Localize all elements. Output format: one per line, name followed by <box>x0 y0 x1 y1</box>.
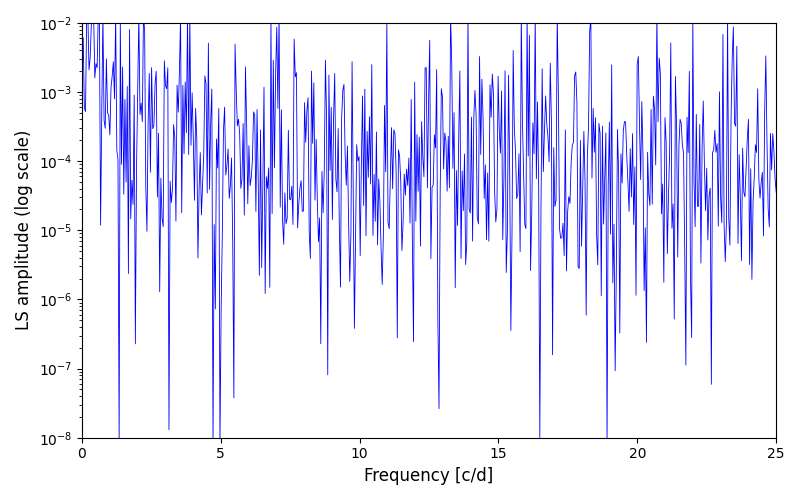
X-axis label: Frequency [c/d]: Frequency [c/d] <box>364 467 494 485</box>
Y-axis label: LS amplitude (log scale): LS amplitude (log scale) <box>15 130 33 330</box>
